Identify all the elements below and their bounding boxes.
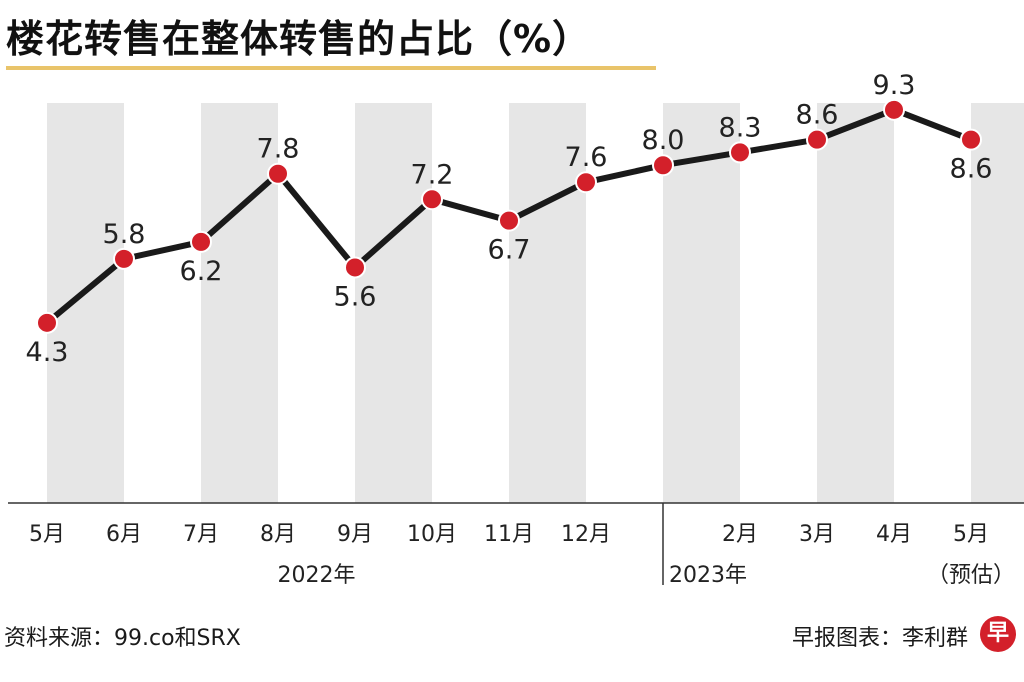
value-label: 7.8 xyxy=(257,134,300,165)
chart-credit: 早报图表：李利群 xyxy=(791,626,968,651)
x-tick-label: 12月 xyxy=(561,522,611,547)
value-label: 6.2 xyxy=(180,256,223,287)
value-label: 5.6 xyxy=(334,281,377,312)
value-label: 8.3 xyxy=(719,112,762,143)
column-bands xyxy=(47,103,1024,503)
data-point xyxy=(883,98,905,121)
column-band xyxy=(509,103,586,503)
value-label: 8.6 xyxy=(950,154,993,185)
x-tick-label: 9月 xyxy=(337,522,373,547)
x-tick-label: 11月 xyxy=(484,522,534,547)
data-point xyxy=(344,256,366,279)
x-tick-label: 6月 xyxy=(106,522,142,547)
value-label: 6.7 xyxy=(488,235,531,266)
zaobao-logo: 早 xyxy=(980,616,1016,652)
value-label: 7.6 xyxy=(565,142,608,173)
value-label: 8.0 xyxy=(642,125,685,156)
column-band xyxy=(201,103,278,503)
x-tick-label: 8月 xyxy=(260,522,296,547)
column-band xyxy=(971,103,1024,503)
data-point xyxy=(190,230,212,253)
title-underline xyxy=(6,66,656,70)
data-point xyxy=(498,209,520,232)
x-tick-label: 10月 xyxy=(407,522,457,547)
data-point xyxy=(729,141,751,164)
value-label: 4.3 xyxy=(26,337,69,368)
column-band xyxy=(817,103,894,503)
column-band xyxy=(47,103,124,503)
data-point xyxy=(806,128,828,151)
data-point xyxy=(113,247,135,270)
x-tick-labels: 5月 6月 7月 8月 9月 10月 11月 12月 2月 3月 4月 5月 2022年 2023年 （预估… xyxy=(29,522,1015,588)
x-tick-label: 7月 xyxy=(183,522,219,547)
value-label: 5.8 xyxy=(103,219,146,250)
line-chart: 4.35.86.27.85.67.26.77.68.0 8.3 8.69.38.6 … xyxy=(8,70,1024,588)
value-label: 7.2 xyxy=(411,159,454,190)
data-point xyxy=(652,154,674,177)
x-axis xyxy=(8,502,1024,585)
chart-title: 楼花转售在整体转售的占比（%） xyxy=(6,17,592,61)
value-labels: 4.3 5.8 6.2 7.8 5.6 7.2 6.7 7.6 8.0 8.3 8.6 9.3 8.6 xyxy=(26,70,993,368)
column-band xyxy=(355,103,432,503)
estimate-note: （预估） xyxy=(927,563,1015,588)
source-note: 资料来源：99.co和SRX xyxy=(4,626,241,651)
data-point xyxy=(960,128,982,151)
x-tick-label: 5月 xyxy=(29,522,65,547)
year-label: 2022年 xyxy=(278,563,356,588)
data-points xyxy=(36,98,982,334)
value-label: 9.3 xyxy=(873,70,916,101)
value-label: 8.6 xyxy=(796,100,839,131)
data-point xyxy=(421,188,443,211)
data-point xyxy=(267,162,289,185)
data-point xyxy=(36,311,58,334)
x-tick-label: 2月 xyxy=(722,522,758,547)
x-tick-label: 3月 xyxy=(799,522,835,547)
x-tick-label: 4月 xyxy=(876,522,912,547)
year-label: 2023年 xyxy=(669,563,747,588)
data-point xyxy=(575,171,597,194)
column-band xyxy=(663,103,740,503)
x-tick-label: 5月 xyxy=(953,522,989,547)
